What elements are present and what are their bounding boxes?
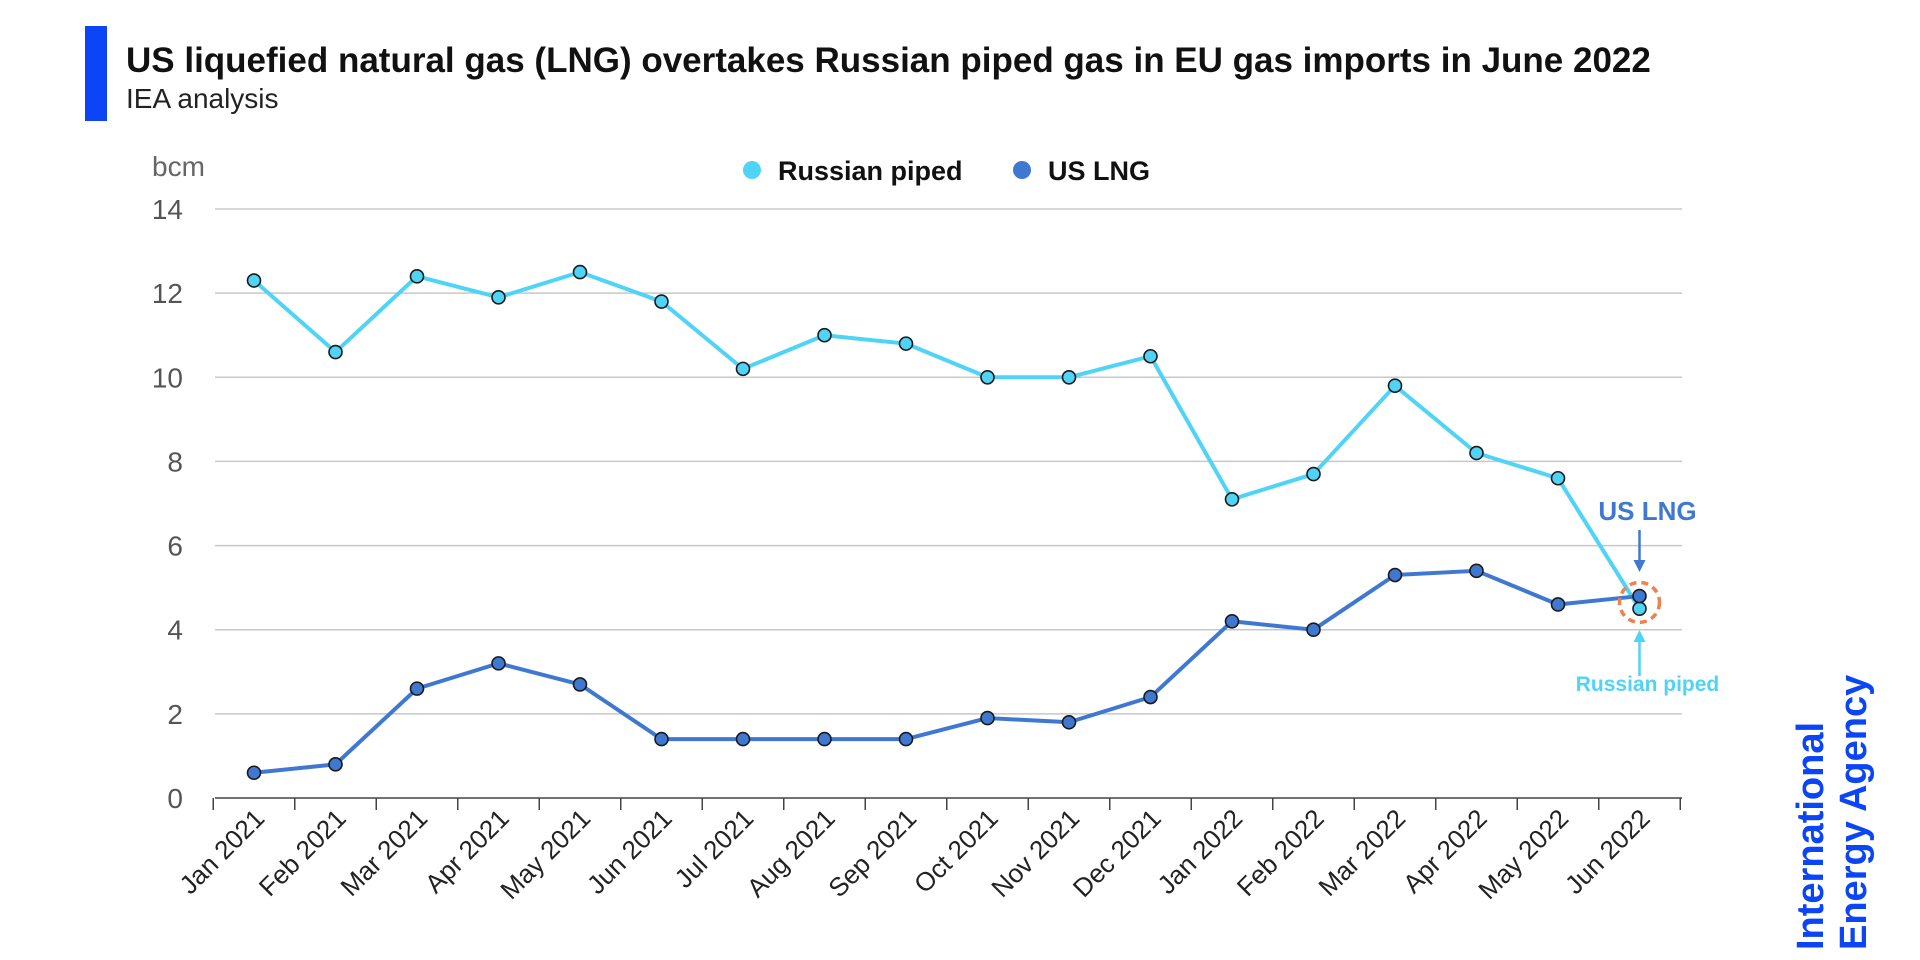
logo-line-2: Energy Agency (1833, 675, 1875, 950)
data-point (1306, 466, 1321, 482)
data-point (1143, 689, 1158, 705)
annotation-arrowhead (1633, 630, 1646, 642)
x-tick-label: Aug 2021 (741, 803, 841, 903)
series-us-lng (253, 568, 1640, 775)
x-tick-label: Nov 2021 (985, 803, 1085, 903)
y-tick-label: 6 (167, 531, 183, 562)
data-point (1224, 613, 1240, 629)
data-point (246, 273, 262, 288)
data-point (898, 336, 914, 351)
data-point (328, 344, 343, 360)
accent-bar (85, 26, 107, 121)
x-tick-label: Dec 2021 (1067, 803, 1167, 903)
data-point (1061, 369, 1077, 385)
x-tick-label: Jun 2022 (1559, 803, 1656, 900)
annotation-us-lng: US LNG (1598, 496, 1696, 526)
y-tick-label: 14 (152, 194, 183, 225)
data-point (1469, 445, 1484, 461)
chart-title: US liquefied natural gas (LNG) overtakes… (126, 41, 1651, 80)
logo-line-1: International (1790, 722, 1832, 950)
series-line (253, 568, 1640, 775)
data-point (572, 677, 588, 692)
annotation-arrowhead (1633, 560, 1646, 572)
legend: Russian piped US LNG (743, 156, 1150, 186)
data-point (898, 731, 914, 747)
y-tick-label: 10 (152, 362, 183, 393)
data-point (735, 731, 751, 747)
chart-subtitle: IEA analysis (126, 83, 279, 114)
data-point (1143, 348, 1158, 364)
data-point (1550, 470, 1566, 486)
highlight-circle (1617, 580, 1662, 625)
data-point (328, 757, 343, 772)
legend-label: US LNG (1048, 156, 1150, 186)
data-point (817, 731, 832, 747)
annotations: US LNG Russian piped (1576, 496, 1720, 696)
series-points (246, 264, 1647, 616)
y-tick-label: 8 (167, 446, 183, 477)
data-point (246, 765, 262, 781)
data-point (1224, 491, 1240, 507)
data-point (491, 656, 506, 671)
data-point (735, 361, 751, 377)
series-line (252, 270, 1642, 610)
y-axis-unit: bcm (152, 151, 205, 182)
x-tick-label: Jan 2021 (173, 803, 270, 900)
data-point (1550, 597, 1566, 612)
data-point (1061, 714, 1077, 730)
x-tick-label: May 2021 (494, 803, 596, 905)
data-point (1306, 622, 1321, 638)
x-tick-label: Feb 2022 (1231, 803, 1330, 902)
x-tick-label: Feb 2021 (253, 803, 352, 902)
x-tick-label: Mar 2021 (334, 803, 433, 902)
data-point (491, 290, 506, 305)
data-point (654, 294, 669, 309)
data-point (409, 681, 425, 696)
y-tick-label: 0 (167, 783, 183, 814)
data-point (1469, 563, 1484, 579)
iea-logo: International Energy Agency (1790, 675, 1875, 950)
legend-label: Russian piped (778, 156, 963, 186)
data-point (980, 710, 995, 726)
series-points (246, 563, 1647, 781)
x-tick-label: Jan 2022 (1151, 803, 1248, 900)
data-point (572, 264, 588, 280)
data-point (409, 269, 425, 284)
data-point (1632, 588, 1647, 604)
data-point (1387, 378, 1403, 394)
y-tick-label: 12 (152, 278, 183, 309)
data-point (1387, 567, 1403, 583)
x-tick-label: May 2022 (1472, 803, 1574, 905)
x-tick-label: Jun 2021 (581, 803, 678, 900)
y-tick-label: 2 (167, 699, 183, 730)
legend-marker (1013, 161, 1031, 179)
y-axis-ticks: 0 2 4 6 8 10 12 14 (152, 194, 183, 814)
data-point (654, 731, 669, 747)
data-point (817, 327, 832, 343)
annotation-russian-piped: Russian piped (1576, 673, 1720, 696)
data-point (980, 369, 995, 385)
x-tick-label: Sep 2021 (822, 803, 922, 903)
series-layer (246, 264, 1647, 781)
x-tick-label: Mar 2022 (1312, 803, 1411, 902)
data-point (1632, 601, 1647, 616)
gridlines (215, 208, 1682, 715)
series-russian-piped (252, 270, 1642, 610)
legend-marker (743, 161, 761, 179)
y-tick-label: 4 (167, 615, 183, 646)
